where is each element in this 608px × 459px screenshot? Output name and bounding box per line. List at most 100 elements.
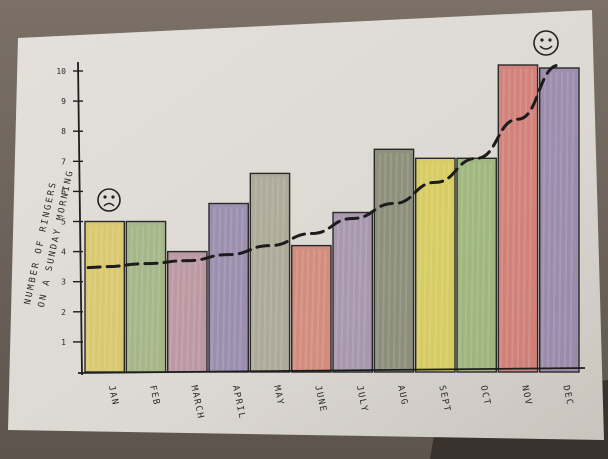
bar-texture [139,225,145,371]
bar-texture [469,162,475,371]
x-axis-line [77,367,586,374]
bar-texture [233,207,239,371]
x-tick-label-nov: NOV [519,385,533,407]
bar-texture [144,225,150,371]
bar-texture [238,207,244,371]
bar-texture [563,71,569,371]
bar-texture [434,162,440,371]
bar-march [166,250,208,373]
bar-texture [445,162,451,371]
bar-texture [86,225,92,371]
bar-texture [310,249,316,371]
y-tick-label: 9 [61,97,66,106]
bar-texture [381,153,387,371]
bar-texture [392,153,398,371]
bar-texture [500,68,505,371]
axes-group [77,61,586,376]
bar-may [249,172,291,373]
bar-texture [528,68,533,371]
bar-texture [150,225,156,371]
bar-texture [169,255,175,371]
bar-texture [227,207,233,371]
y-tick-label: 3 [61,278,66,287]
bar-texture [92,225,98,371]
bar-july [332,211,373,373]
x-tick-label-feb: FEB [147,385,161,407]
bar-texture [541,71,547,371]
bar-texture [252,177,257,371]
bar-texture [376,153,381,371]
y-axis-line [77,61,83,376]
x-tick-label-oct: OCT [478,385,492,407]
bars-group [84,64,580,373]
bar-texture [387,153,393,371]
bar-texture [522,68,528,371]
bar-oct [456,157,497,373]
bar-texture [362,216,368,371]
bar-texture [505,68,511,371]
x-tick-label-aug: AUG [395,385,409,407]
bar-texture [263,177,269,371]
bar-nov [497,64,539,373]
bar-texture [103,225,109,371]
sad-face-icon [97,188,121,212]
bar-texture [257,177,263,371]
bar-texture [321,249,327,371]
bar-texture [340,216,346,371]
bar-texture [334,216,340,371]
bar-texture [304,249,310,371]
y-tick-label: 4 [61,248,66,257]
bar-texture [280,177,285,371]
bar-texture [216,207,222,371]
bar-texture [109,225,115,371]
bar-texture [558,71,564,371]
bar-texture [180,255,186,371]
bar-texture [511,68,517,371]
bar-texture [210,207,216,371]
bar-texture [475,162,481,371]
bar-june [291,244,332,373]
bar-texture [97,225,103,371]
bar-texture [481,162,487,371]
bar-texture [439,162,445,371]
happy-face-icon [533,30,559,56]
bar-texture [464,162,470,371]
x-tick-label-jan: JAN [106,385,120,407]
y-tick-label: 2 [61,308,66,317]
bar-texture [298,249,304,371]
y-tick-label: 1 [61,338,66,347]
bar-texture [569,71,575,371]
y-tick-label: 5 [61,218,66,227]
bar-texture [422,162,428,371]
bar-texture [357,216,363,371]
bar-april [208,202,249,373]
bar-texture [345,216,351,371]
bar-texture [546,71,552,371]
y-tick-label: 6 [61,187,66,196]
bar-texture [404,153,409,371]
bar-texture [486,162,492,371]
y-tick-label: 10 [56,67,66,76]
bar-texture [552,71,558,371]
bar-texture [398,153,404,371]
bar-texture [191,255,197,371]
bar-texture [174,255,180,371]
bar-texture [274,177,280,371]
y-tick-label: 8 [61,127,66,136]
y-ticks-group: 1 2 3 4 5 6 7 8 9 10 [56,67,83,347]
bar-texture [351,216,357,371]
bar-texture [221,207,227,371]
bar-texture [128,225,133,371]
bar-texture [458,162,464,371]
bar-texture [186,255,192,371]
trend-line [86,63,561,270]
bar-sept [415,157,456,373]
bar-jan [84,220,125,373]
x-tick-label-may: MAY [271,385,285,407]
bar-texture [133,225,139,371]
bar-texture [428,162,434,371]
bar-texture [268,177,274,371]
bar-texture [156,225,161,371]
bar-texture [114,225,120,371]
